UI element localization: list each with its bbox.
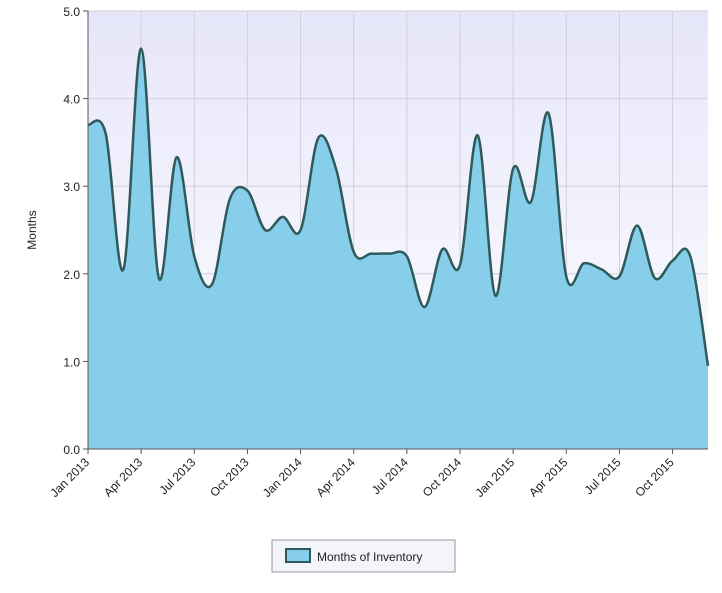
y-tick-label: 2.0 [63,268,80,282]
x-tick-label: Jan 2014 [260,455,305,500]
legend-label: Months of Inventory [317,550,422,564]
y-axis-title: Months [25,210,39,249]
x-tick-label: Apr 2014 [313,455,358,500]
x-tick-label: Jan 2015 [472,455,517,500]
x-tick-label: Oct 2014 [420,455,465,500]
y-tick-label: 0.0 [63,443,80,457]
x-tick-label: Oct 2015 [632,455,677,500]
x-tick-label: Oct 2013 [207,455,252,500]
x-tick-label: Apr 2013 [101,455,146,500]
y-tick-label: 5.0 [63,5,80,19]
x-tick-label: Jul 2015 [582,455,624,497]
x-tick-label: Jul 2014 [369,455,411,497]
x-tick-label: Apr 2015 [526,455,571,500]
x-tick-label: Jan 2013 [47,455,92,500]
legend-swatch [285,548,311,563]
y-tick-label: 3.0 [63,180,80,194]
y-tick-label: 4.0 [63,93,80,107]
line [87,47,710,366]
y-tick-label: 1.0 [63,355,80,369]
x-tick-label: Jul 2013 [156,455,198,497]
